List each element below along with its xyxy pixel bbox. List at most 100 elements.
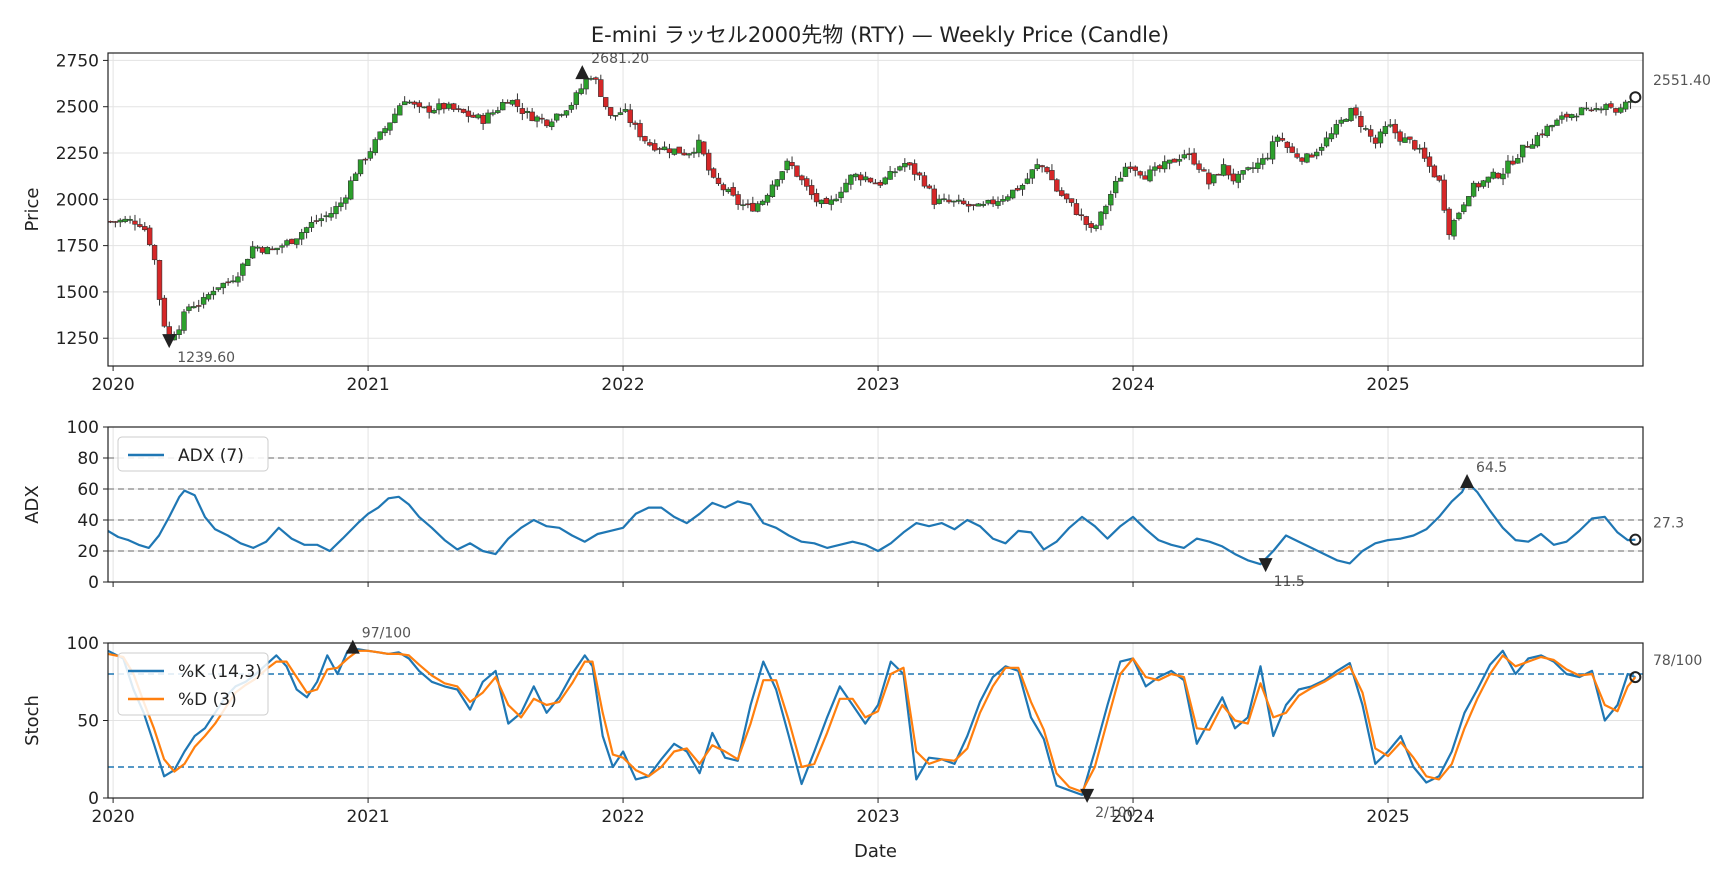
candle-body <box>676 146 682 154</box>
candle-body <box>1490 171 1496 179</box>
candle-body <box>529 111 535 122</box>
peak-marker <box>345 639 360 654</box>
candle-body <box>254 246 261 249</box>
candle-body <box>902 163 908 168</box>
candle-body <box>1019 184 1026 190</box>
candle-body <box>485 112 491 124</box>
candle-body <box>779 171 785 180</box>
candle-body <box>1117 177 1124 182</box>
candle-body <box>475 114 481 119</box>
candle-body <box>220 282 226 289</box>
candle-body <box>642 136 648 142</box>
candle-body <box>1593 108 1599 111</box>
trough-marker <box>1258 558 1273 573</box>
x-tick-label: 2023 <box>856 375 899 395</box>
y-tick-label: 0 <box>88 789 99 809</box>
candle-body <box>1137 171 1143 176</box>
candle-body <box>1323 137 1330 147</box>
candle-body <box>1132 166 1138 171</box>
peak-label: 64.5 <box>1476 460 1507 476</box>
x-tick-label: 2025 <box>1366 375 1409 395</box>
candle-body <box>333 206 339 215</box>
candle-body <box>235 276 241 283</box>
candle-body <box>1010 189 1016 199</box>
candle-body <box>681 152 687 156</box>
candle-body <box>1171 158 1178 163</box>
y-axis-label: ADX <box>22 485 43 524</box>
candle-body <box>279 245 285 248</box>
candle-body <box>1235 173 1241 183</box>
candle-body <box>338 202 344 207</box>
peak-marker <box>1460 474 1475 489</box>
candle-body <box>1162 161 1168 170</box>
candle-body <box>1588 109 1595 112</box>
candle-body <box>1416 147 1423 150</box>
candle-body <box>603 97 609 108</box>
candle-body <box>926 185 933 189</box>
candle-body <box>1191 152 1197 165</box>
candle-body <box>1559 115 1565 120</box>
candle-body <box>1147 169 1153 182</box>
candle-body <box>343 197 349 204</box>
candle-body <box>323 215 329 218</box>
candle-body <box>671 148 678 155</box>
candle-body <box>818 199 825 205</box>
candle-body <box>1269 141 1276 160</box>
candle-body <box>416 102 423 108</box>
legend-label: ADX (7) <box>178 446 244 466</box>
candle-body <box>397 105 403 116</box>
candle-body <box>990 199 996 205</box>
candle-body <box>951 200 957 203</box>
candle-body <box>259 247 266 253</box>
candle-body <box>656 148 663 150</box>
candle-body <box>142 226 148 231</box>
candle-body <box>215 287 222 290</box>
candle-body <box>367 151 374 159</box>
x-axis-label: Date <box>854 841 897 862</box>
x-tick-label: 2024 <box>1111 375 1154 395</box>
last-value-label: 2551.40 <box>1653 73 1711 89</box>
candle-body <box>372 139 378 154</box>
candle-body <box>1392 123 1398 134</box>
candle-body <box>1524 146 1531 148</box>
candle-body <box>1240 170 1246 175</box>
candle-body <box>995 201 1001 206</box>
y-tick-label: 1500 <box>56 283 99 303</box>
candle-body <box>907 162 913 166</box>
candle-body <box>1431 165 1438 178</box>
candle-body <box>117 219 123 223</box>
candle-body <box>1230 173 1237 182</box>
candle-body <box>1328 133 1335 140</box>
candle-body <box>264 246 271 255</box>
candle-body <box>941 198 947 201</box>
candle-body <box>1289 146 1295 153</box>
candle-body <box>519 108 526 114</box>
candle-body <box>1225 165 1232 176</box>
candle-body <box>1505 160 1511 174</box>
candle-body <box>1539 133 1545 136</box>
candle-body <box>1024 178 1031 184</box>
candle-body <box>1397 131 1403 142</box>
candle-body <box>647 142 653 146</box>
x-tick-label: 2022 <box>601 375 644 395</box>
candle-body <box>1196 163 1202 170</box>
last-value-label: 78/100 <box>1653 653 1702 669</box>
candle-body <box>598 79 604 97</box>
candle-body <box>882 177 888 185</box>
candle-body <box>1343 118 1349 122</box>
candle-body <box>1211 174 1217 184</box>
candle-body <box>406 101 413 104</box>
candle-body <box>436 103 442 111</box>
candle-body <box>294 238 300 245</box>
candle-body <box>980 203 986 206</box>
candle-body <box>686 153 692 156</box>
candle-body <box>1157 165 1163 169</box>
candle-body <box>1108 194 1114 206</box>
candle-body <box>377 131 383 140</box>
candle-body <box>1446 208 1452 236</box>
candle-body <box>1402 137 1408 143</box>
candle-body <box>1000 199 1006 202</box>
y-tick-label: 100 <box>67 418 99 438</box>
